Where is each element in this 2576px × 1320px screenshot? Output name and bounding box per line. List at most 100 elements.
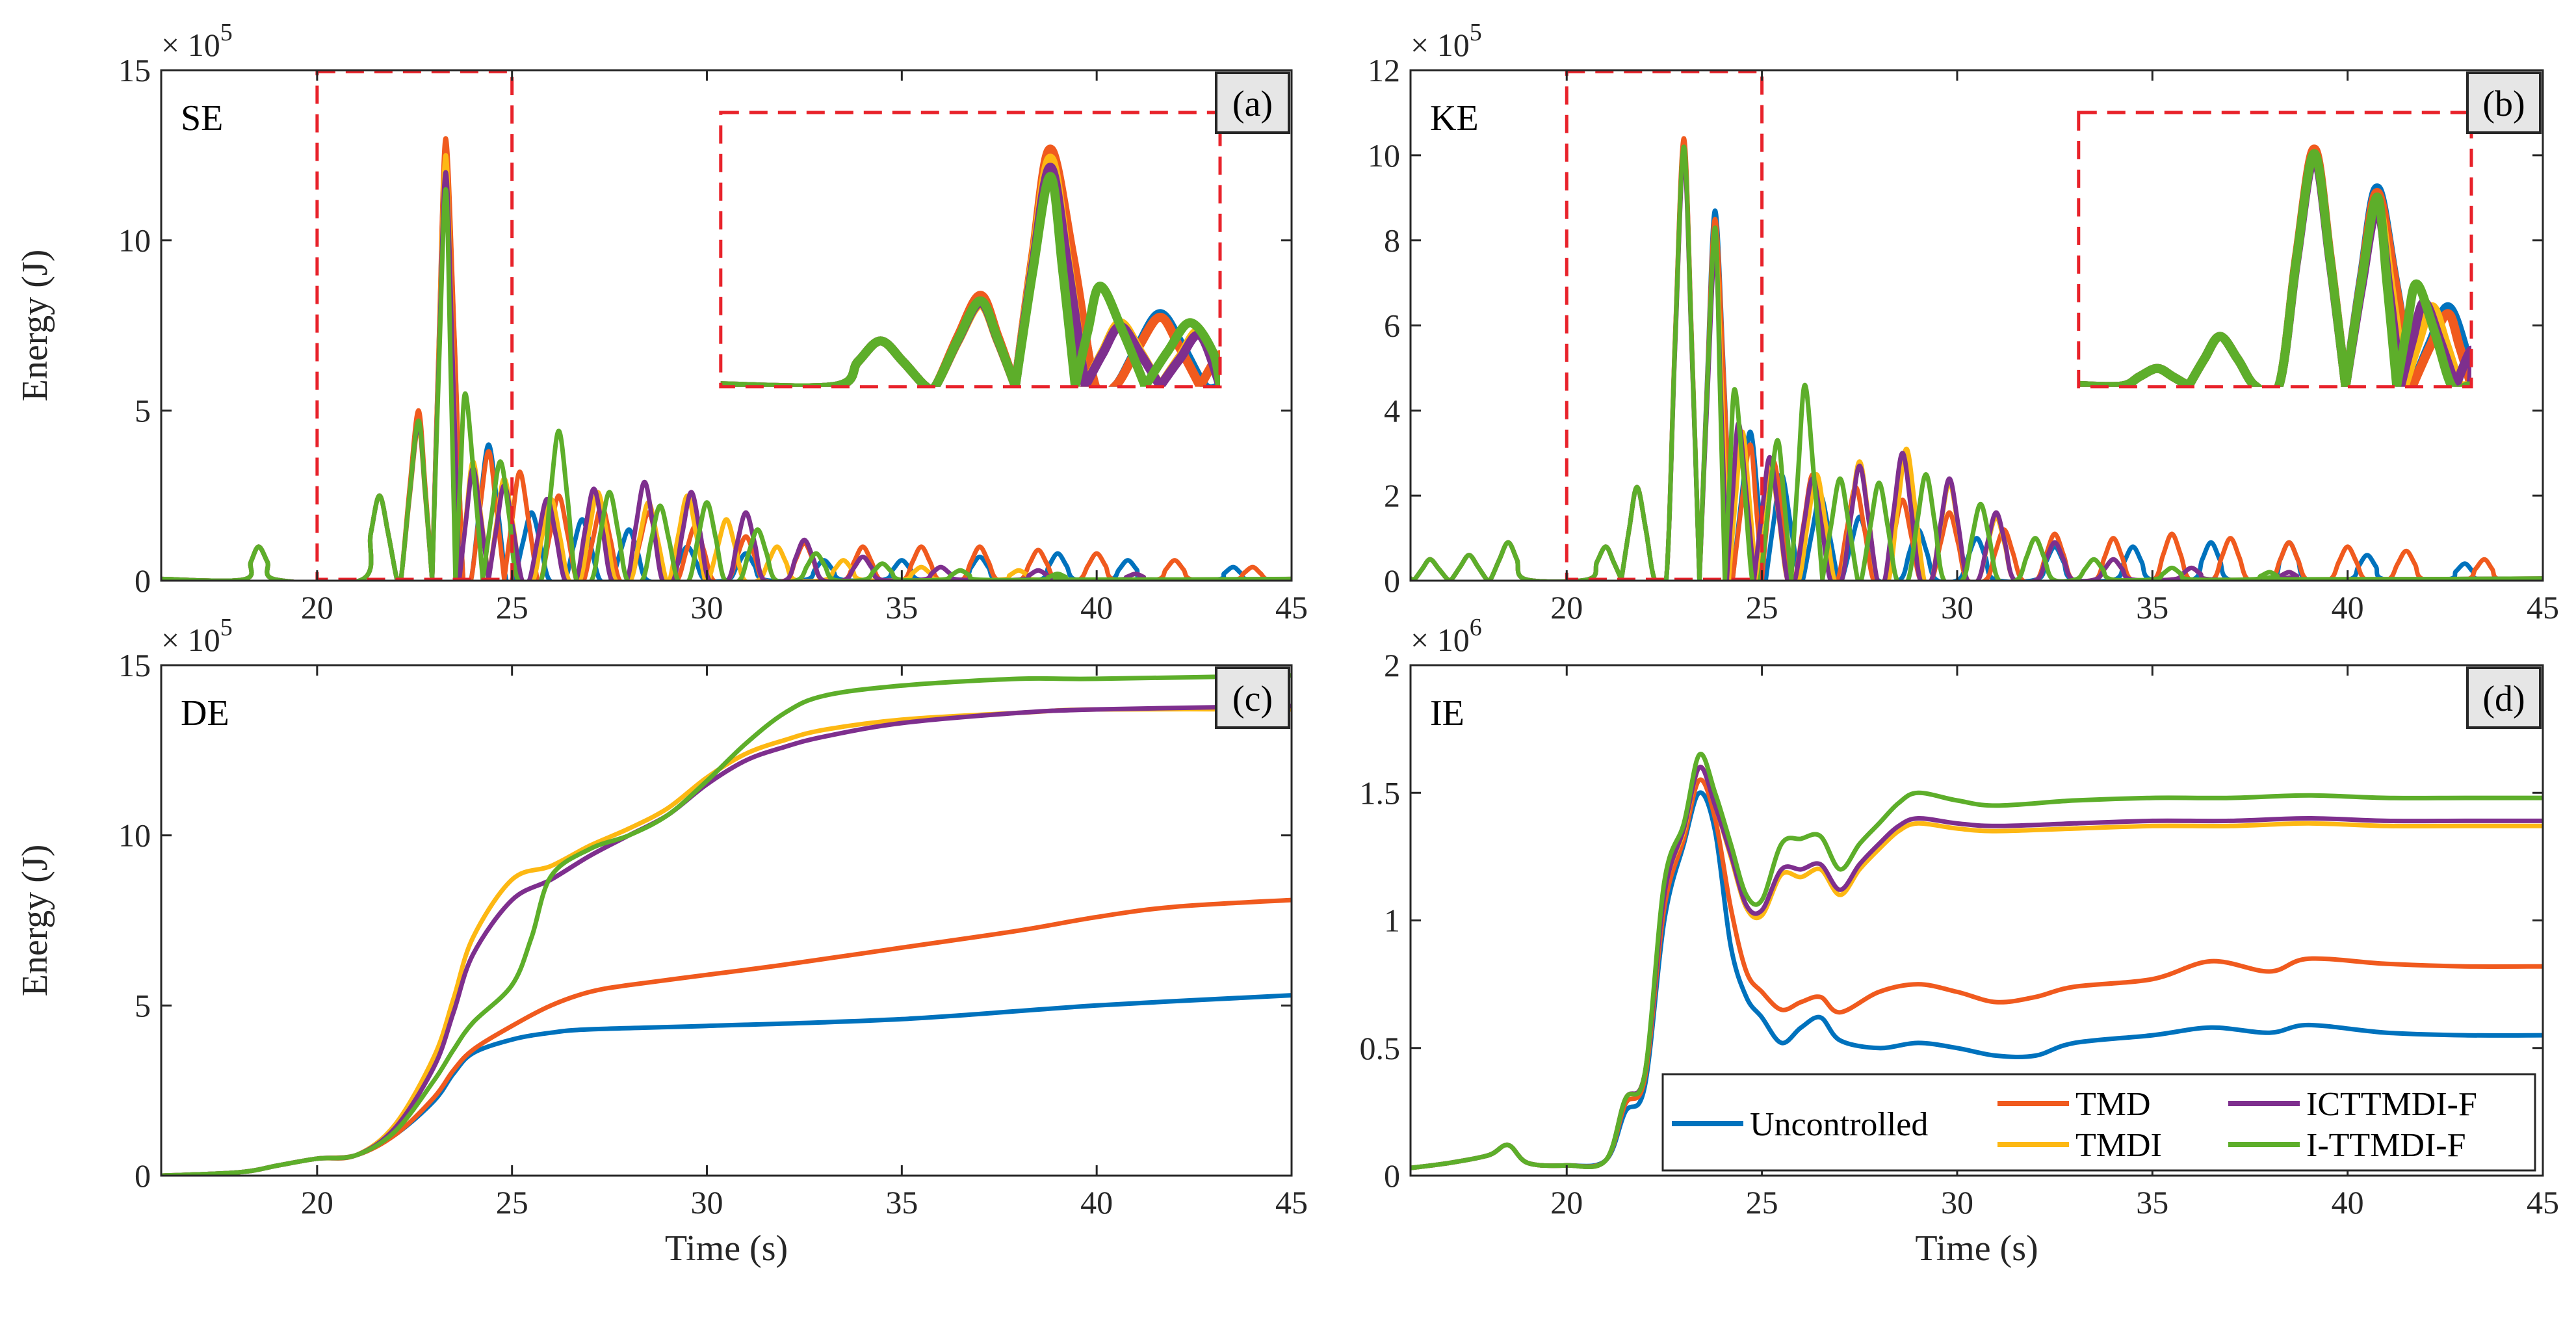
exponent-multiplier: × 105 <box>161 614 233 658</box>
inset-series <box>720 144 1221 387</box>
x-tick-label: 25 <box>1746 589 1778 626</box>
x-tick-label: 20 <box>1550 589 1583 626</box>
series-group <box>161 673 1292 1176</box>
y-tick-label: 15 <box>118 647 151 683</box>
x-tick-label: 35 <box>885 1184 918 1221</box>
y-axis-title: Energy (J) <box>15 250 55 402</box>
x-tick-label: 35 <box>2136 1184 2168 1221</box>
legend-label: I-TTMDI-F <box>2306 1127 2466 1164</box>
legend-label: Uncontrolled <box>1750 1106 1928 1143</box>
x-tick-label: 45 <box>2527 589 2559 626</box>
x-tick-label: 40 <box>1080 589 1113 626</box>
x-tick-label: 40 <box>2332 589 2364 626</box>
y-tick-label: 10 <box>118 817 151 854</box>
y-tick-label: 0.5 <box>1360 1030 1401 1066</box>
y-tick-label: 1 <box>1384 903 1400 939</box>
series-line-i-ttmdi-f <box>161 673 1292 1176</box>
x-tick-label: 25 <box>496 1184 528 1221</box>
exponent-multiplier: × 106 <box>1411 614 1482 658</box>
legend-label: ICTTMDI-F <box>2306 1086 2477 1123</box>
panel-name: KE <box>1430 98 1479 139</box>
x-tick-label: 20 <box>301 589 333 626</box>
y-tick-label: 15 <box>118 52 151 88</box>
panel-label-box <box>1215 667 1290 729</box>
multiplier-base: × 10 <box>1411 622 1470 658</box>
panel-label-box <box>2466 667 2542 729</box>
inset-line-i-ttmdi-f <box>720 172 1221 387</box>
y-axis-title: Energy (J) <box>15 845 55 997</box>
panel-label-box <box>2466 72 2542 134</box>
x-tick-label: 30 <box>1941 1184 1973 1221</box>
multiplier-exponent: 5 <box>1470 19 1482 46</box>
x-tick-label: 25 <box>1746 1184 1778 1221</box>
panel-label: (d) <box>2482 679 2525 719</box>
x-tick-label: 20 <box>1550 1184 1583 1221</box>
x-axis-title: Time (s) <box>665 1228 788 1269</box>
x-tick-label: 40 <box>1080 1184 1113 1221</box>
legend-box <box>1661 1073 2536 1172</box>
x-tick-label: 45 <box>2527 1184 2559 1221</box>
inset-zoom <box>719 111 1222 389</box>
series-group <box>161 136 1292 581</box>
y-tick-label: 2 <box>1384 477 1400 514</box>
x-tick-label: 40 <box>2332 1184 2364 1221</box>
y-tick-label: 8 <box>1384 222 1400 259</box>
multiplier-base: × 10 <box>161 27 220 63</box>
y-tick-label: 2 <box>1384 647 1400 683</box>
series-line-i-ttmdi-f <box>1411 752 2543 1170</box>
plot-area <box>161 665 1292 1176</box>
panel-name: IE <box>1430 693 1464 733</box>
panel-name: SE <box>181 98 223 139</box>
series-group <box>1411 136 2543 581</box>
y-tick-label: 1.5 <box>1360 774 1401 811</box>
panel-label: (c) <box>1232 679 1273 719</box>
exponent-multiplier: × 105 <box>1411 19 1482 63</box>
y-tick-label: 6 <box>1384 308 1400 344</box>
inset-border <box>719 111 1222 389</box>
inset-line-i-ttmdi-f <box>2078 149 2471 387</box>
y-tick-label: 0 <box>135 562 151 599</box>
inset-border <box>2077 111 2473 389</box>
x-axis-title: Time (s) <box>1915 1228 2038 1269</box>
x-tick-label: 25 <box>496 589 528 626</box>
x-tick-label: 35 <box>2136 589 2168 626</box>
y-tick-label: 0 <box>1384 562 1400 599</box>
legend: Uncontrolled TMD TMDI ICTTMDI-F I-TTMDI-F <box>1661 1073 2536 1172</box>
zoom-region-box <box>315 70 514 581</box>
y-tick-label: 5 <box>135 392 151 429</box>
panel-label: (a) <box>1232 84 1273 124</box>
y-tick-label: 5 <box>135 987 151 1023</box>
axes-frame <box>160 664 1293 1177</box>
x-tick-label: 45 <box>1275 589 1308 626</box>
y-tick-label: 0 <box>1384 1157 1400 1194</box>
series-line-i-ttmdi-f <box>1411 144 2543 581</box>
panel-label: (b) <box>2482 84 2525 124</box>
y-tick-label: 12 <box>1368 52 1400 88</box>
axes-frame <box>160 69 1293 582</box>
legend-label: TMDI <box>2075 1127 2162 1164</box>
panel-label-box <box>1215 72 1290 134</box>
y-tick-label: 10 <box>1368 137 1400 174</box>
x-tick-label: 30 <box>691 589 723 626</box>
multiplier-exponent: 5 <box>220 19 233 46</box>
x-tick-label: 20 <box>301 1184 333 1221</box>
y-tick-label: 10 <box>118 222 151 259</box>
multiplier-exponent: 5 <box>220 614 233 641</box>
multiplier-base: × 10 <box>161 622 220 658</box>
series-group <box>1411 752 2543 1170</box>
zoom-region-box <box>1565 70 1764 581</box>
panel-b: 20 25 30 35 40 45 0 2 4 6 8 10 12 × 105 KE (b) <box>1368 19 2559 626</box>
x-tick-label: 35 <box>885 589 918 626</box>
series-line-i-ttmdi-f <box>161 187 1292 581</box>
panel-name: DE <box>181 693 229 733</box>
multiplier-base: × 10 <box>1411 27 1470 63</box>
y-tick-label: 4 <box>1384 392 1400 429</box>
x-tick-label: 45 <box>1275 1184 1308 1221</box>
x-tick-label: 30 <box>691 1184 723 1221</box>
x-tick-label: 30 <box>1941 589 1973 626</box>
exponent-multiplier: × 105 <box>161 19 233 63</box>
multiplier-exponent: 6 <box>1470 614 1482 641</box>
